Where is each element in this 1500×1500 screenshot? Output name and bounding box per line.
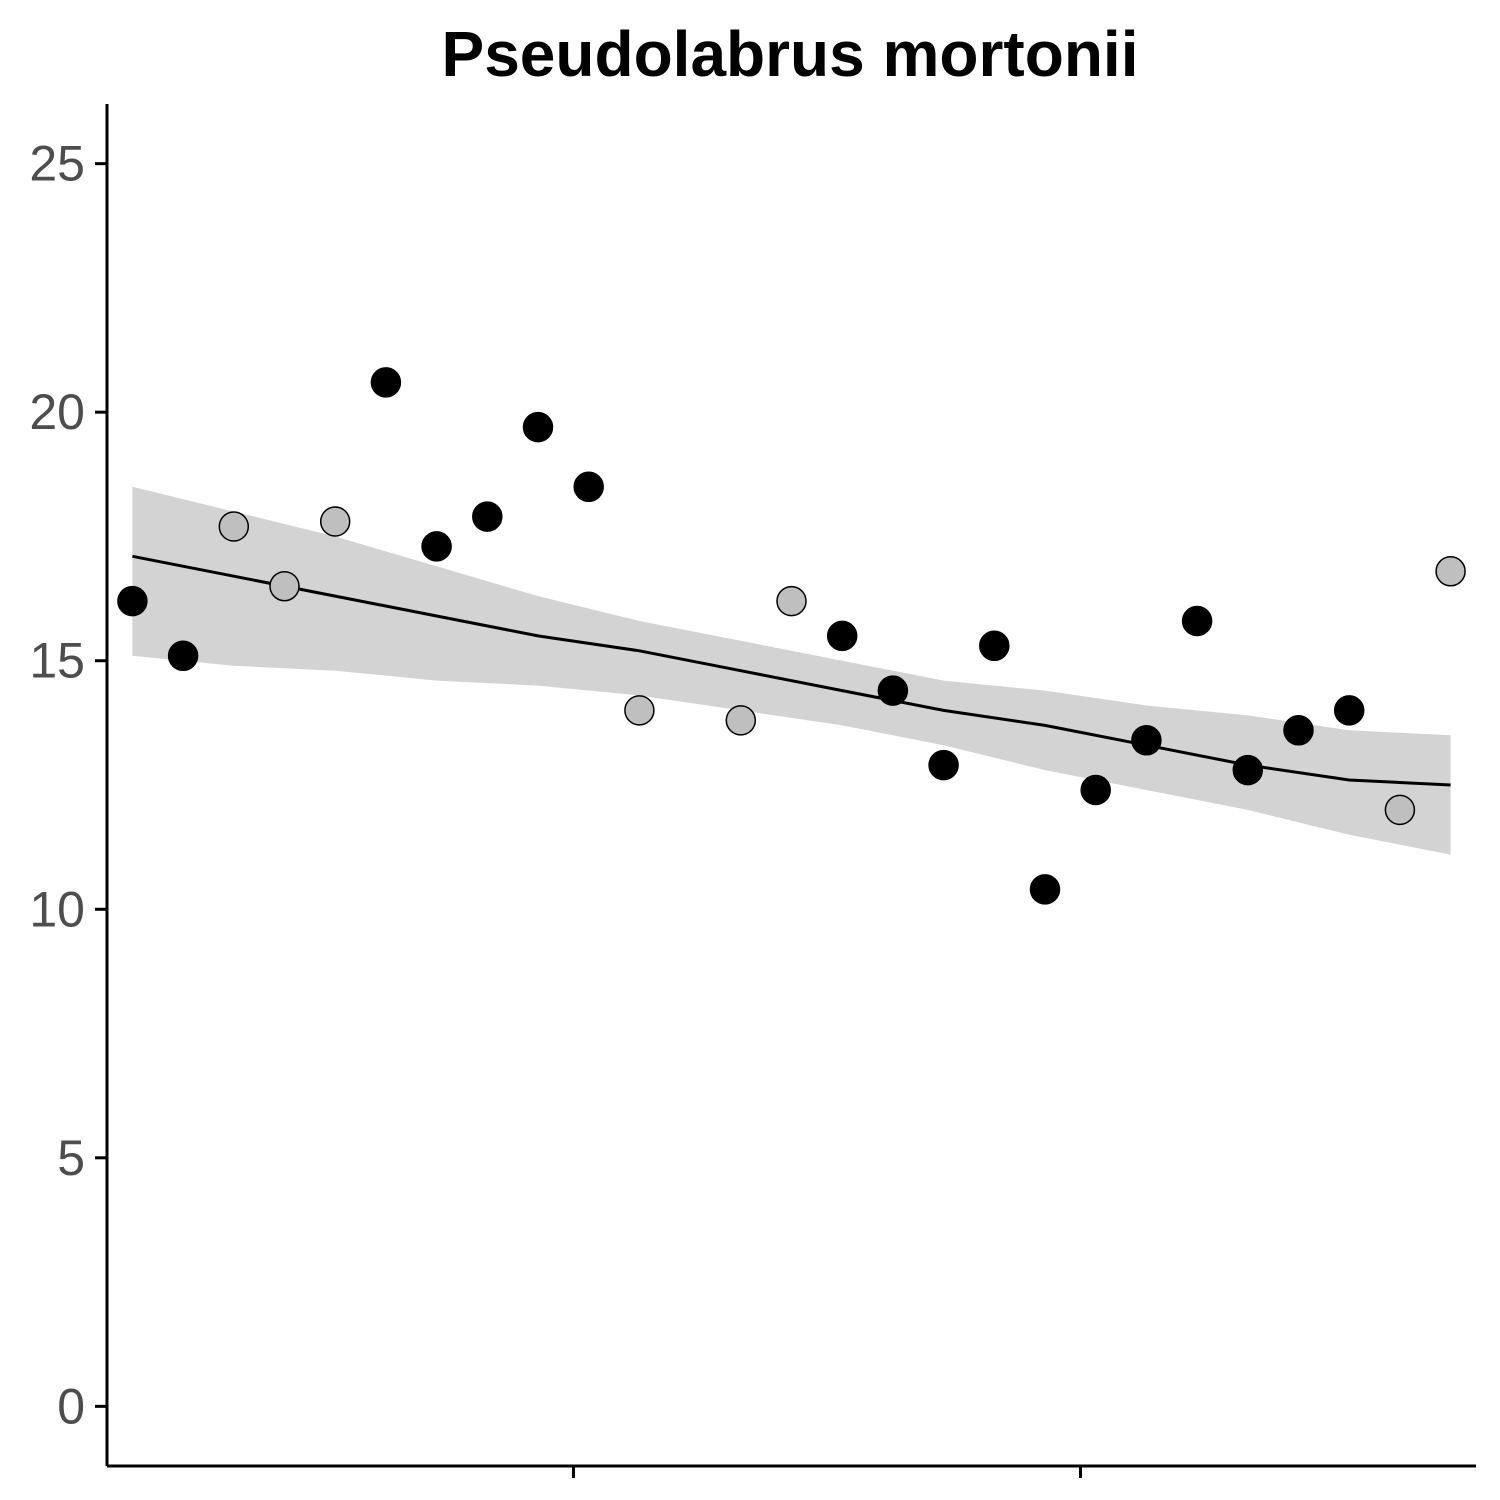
data-point-open	[319, 506, 351, 537]
data-point-filled	[1232, 754, 1264, 786]
data-point-open	[1435, 556, 1466, 587]
trend-line-layer	[132, 554, 1451, 787]
y-tick-label: 15	[29, 633, 85, 689]
data-point-filled	[421, 531, 452, 562]
confidence-band	[132, 486, 1451, 855]
data-point-filled	[117, 585, 148, 617]
points-layer	[117, 367, 1466, 905]
data-point-filled	[167, 640, 199, 672]
data-point-filled	[1131, 725, 1162, 756]
data-point-filled	[979, 630, 1010, 662]
data-point-open	[725, 705, 757, 736]
data-point-filled	[877, 675, 909, 706]
data-point-filled	[1080, 774, 1111, 806]
confidence-band-layer	[132, 486, 1451, 855]
data-point-filled	[472, 501, 503, 532]
data-point-filled	[1283, 715, 1314, 746]
y-tick-label: 10	[29, 881, 85, 937]
chart-title: Pseudolabrus mortonii	[442, 18, 1139, 90]
data-point-filled	[370, 367, 402, 398]
data-point-filled	[1333, 695, 1365, 726]
data-point-open	[218, 511, 250, 542]
trend-line	[132, 554, 1451, 787]
y-tick-label: 5	[57, 1130, 85, 1186]
data-point-filled	[522, 411, 554, 443]
data-point-filled	[928, 749, 959, 781]
data-point-filled	[826, 620, 858, 652]
x-ticks	[571, 1466, 1083, 1478]
data-point-filled	[1029, 874, 1061, 905]
data-point-open	[624, 695, 655, 726]
data-point-open	[776, 585, 807, 617]
data-point-filled	[573, 471, 604, 503]
y-ticks: 0 5 10 15 20 25	[29, 136, 107, 1434]
y-tick-label: 25	[29, 136, 85, 192]
y-tick-label: 20	[29, 384, 85, 440]
data-point-open	[1384, 794, 1416, 826]
data-point-filled	[1181, 605, 1213, 637]
y-tick-label: 0	[57, 1378, 85, 1434]
data-point-open	[269, 570, 300, 602]
axes	[105, 104, 1476, 1468]
